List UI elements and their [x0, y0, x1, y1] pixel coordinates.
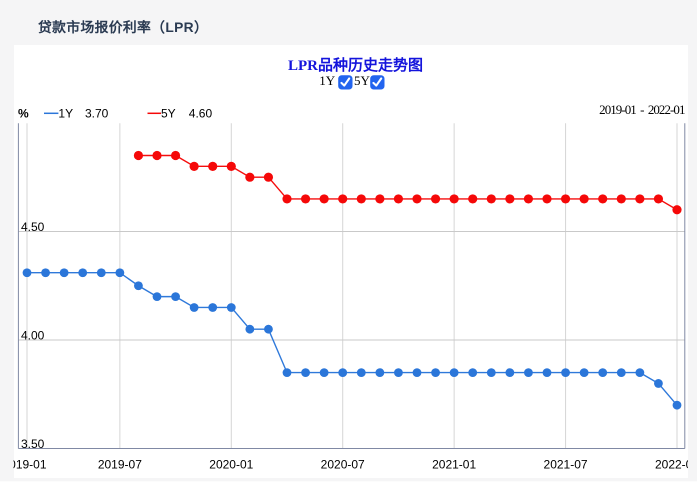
svg-text:3.50: 3.50 [21, 437, 45, 451]
svg-text:2020-01: 2020-01 [209, 457, 253, 471]
svg-text:1Y: 1Y [58, 107, 73, 121]
svg-text:2022-01: 2022-01 [655, 457, 697, 471]
svg-text:2021-07: 2021-07 [544, 457, 588, 471]
svg-text:2019-07: 2019-07 [98, 457, 142, 471]
svg-text:5Y: 5Y [161, 107, 176, 121]
svg-text:2019-01 - 2022-01: 2019-01 - 2022-01 [599, 102, 685, 117]
svg-text:4.50: 4.50 [21, 220, 45, 234]
svg-text:2021-01: 2021-01 [432, 457, 476, 471]
svg-text:2020-07: 2020-07 [321, 457, 365, 471]
svg-text:3.70: 3.70 [85, 107, 109, 121]
svg-text:4.60: 4.60 [189, 107, 213, 121]
svg-text:%: % [18, 107, 29, 121]
svg-text:4.00: 4.00 [21, 328, 45, 342]
svg-text:2019-01: 2019-01 [2, 457, 46, 471]
